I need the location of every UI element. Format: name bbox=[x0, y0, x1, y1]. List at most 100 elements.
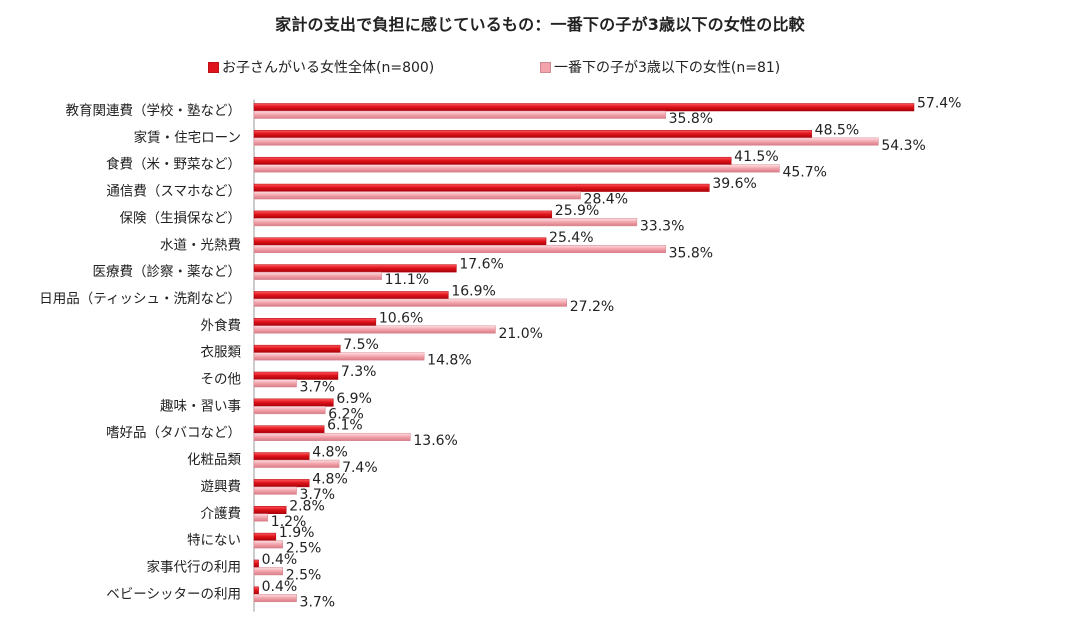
data-label-series-1: 6.9% bbox=[336, 391, 372, 407]
data-label-series-2: 28.4% bbox=[584, 192, 628, 208]
bar-series-1 bbox=[253, 291, 449, 300]
bar-series-1 bbox=[253, 452, 310, 461]
bar-series-1 bbox=[253, 318, 377, 327]
data-label-series-2: 21.0% bbox=[498, 326, 542, 342]
legend-item-all-women: お子さんがいる女性全体(n=800) bbox=[208, 57, 434, 77]
category-label: 日用品（ティッシュ・洗剤など） bbox=[39, 291, 241, 307]
data-label-series-1: 25.9% bbox=[555, 203, 599, 219]
category-label: 家賃・住宅ローン bbox=[134, 129, 241, 146]
data-label-series-2: 27.2% bbox=[570, 299, 614, 315]
legend-label-series-2: 一番下の子が3歳以下の女性(n=81) bbox=[554, 60, 781, 76]
category-label: 外食費 bbox=[201, 317, 242, 334]
bar-series-1 bbox=[253, 183, 710, 192]
data-label-series-1: 4.8% bbox=[312, 445, 348, 461]
bar-series-2 bbox=[253, 245, 666, 253]
bar-series-2 bbox=[253, 298, 568, 307]
bar-series-1 bbox=[253, 210, 553, 219]
data-label-series-2: 6.2% bbox=[328, 406, 364, 422]
data-label-series-2: 2.5% bbox=[286, 567, 322, 583]
data-label-series-2: 2.5% bbox=[286, 541, 322, 557]
category-label: 特にない bbox=[187, 533, 241, 549]
data-label-series-2: 14.8% bbox=[427, 353, 471, 369]
category-label: 保険（生損保など） bbox=[120, 210, 242, 226]
bar-series-1 bbox=[253, 156, 732, 165]
bar-series-1 bbox=[253, 479, 310, 488]
bar-series-2 bbox=[253, 191, 581, 200]
category-label: 化粧品類 bbox=[187, 452, 241, 468]
bar-series-2 bbox=[253, 379, 297, 388]
category-label: ベビーシッターの利用 bbox=[106, 586, 241, 602]
chart-title: 家計の支出で負担に感じているもの：一番下の子が3歳以下の女性の比較 bbox=[275, 15, 805, 34]
legend-label-series-1: お子さんがいる女性全体(n=800) bbox=[222, 60, 435, 76]
bar-series-1 bbox=[253, 532, 277, 541]
bar-series-2 bbox=[253, 164, 780, 173]
bar-series-2 bbox=[253, 110, 666, 119]
data-label-series-2: 13.6% bbox=[413, 433, 457, 449]
bar-series-2 bbox=[253, 486, 297, 495]
category-label: その他 bbox=[201, 372, 242, 388]
bar-series-1 bbox=[253, 586, 259, 595]
category-label: 水道・光熱費 bbox=[160, 237, 241, 253]
data-label-series-1: 7.5% bbox=[343, 337, 379, 353]
legend-swatch-series-2 bbox=[540, 61, 551, 73]
data-label-series-2: 35.8% bbox=[669, 111, 713, 127]
bar-series-2 bbox=[253, 406, 326, 415]
category-label: 医療費（診察・薬など） bbox=[93, 263, 242, 280]
bar-series-1 bbox=[253, 130, 812, 139]
legend-item-under3-women: 一番下の子が3歳以下の女性(n=81) bbox=[540, 57, 780, 77]
data-label-series-1: 39.6% bbox=[712, 176, 756, 192]
data-label-series-1: 7.3% bbox=[341, 364, 377, 380]
data-label-series-1: 17.6% bbox=[459, 257, 503, 273]
bar-series-2 bbox=[253, 540, 283, 549]
data-label-series-1: 48.5% bbox=[815, 122, 859, 138]
data-label-series-1: 2.8% bbox=[289, 498, 325, 514]
data-label-series-2: 1.2% bbox=[271, 514, 307, 530]
data-label-series-2: 7.4% bbox=[342, 460, 378, 476]
legend-swatch-series-1 bbox=[208, 61, 219, 73]
category-label: 衣服類 bbox=[201, 345, 242, 361]
category-label: 通信費（スマホなど） bbox=[106, 184, 241, 200]
bar-series-1 bbox=[253, 506, 287, 514]
data-label-series-2: 11.1% bbox=[385, 272, 429, 288]
bar-series-2 bbox=[253, 513, 269, 522]
bar-series-2 bbox=[253, 271, 382, 280]
category-label: 嗜好品（タバコなど） bbox=[106, 425, 241, 441]
data-label-series-1: 10.6% bbox=[379, 310, 423, 326]
data-label-series-2: 3.7% bbox=[300, 487, 336, 503]
data-label-series-1: 0.4% bbox=[262, 552, 298, 568]
bar-series-2 bbox=[253, 218, 638, 227]
data-label-series-2: 35.8% bbox=[669, 245, 713, 261]
bar-series-1 bbox=[253, 425, 325, 434]
data-label-series-2: 45.7% bbox=[782, 165, 826, 181]
bar-series-2 bbox=[253, 137, 879, 146]
bar-series-2 bbox=[253, 325, 496, 334]
data-label-series-1: 41.5% bbox=[734, 149, 778, 165]
bar-series-2 bbox=[253, 567, 283, 576]
bar-series-2 bbox=[253, 459, 340, 468]
bar-series-2 bbox=[253, 432, 411, 441]
bar-series-1 bbox=[253, 103, 915, 112]
category-label: 教育関連費（学校・塾など） bbox=[66, 102, 242, 119]
data-label-series-1: 57.4% bbox=[917, 96, 961, 112]
data-label-series-2: 54.3% bbox=[881, 138, 925, 154]
data-label-series-2: 3.7% bbox=[300, 380, 336, 396]
category-label: 食費（米・野菜など） bbox=[106, 156, 241, 173]
category-label: 趣味・習い事 bbox=[160, 398, 241, 414]
bar-series-1 bbox=[253, 398, 334, 407]
bar-series-1 bbox=[253, 344, 341, 353]
bar-series-1 bbox=[253, 264, 457, 273]
category-label: 介護費 bbox=[201, 506, 242, 522]
bar-series-1 bbox=[253, 237, 547, 246]
data-label-series-1: 0.4% bbox=[262, 579, 298, 595]
category-label: 遊興費 bbox=[201, 479, 242, 495]
bar-series-1 bbox=[253, 559, 259, 568]
bar-series-2 bbox=[253, 352, 425, 361]
data-label-series-1: 25.4% bbox=[549, 230, 593, 246]
category-label: 家事代行の利用 bbox=[147, 558, 242, 575]
bar-series-1 bbox=[253, 371, 339, 380]
data-label-series-1: 4.8% bbox=[312, 471, 348, 487]
data-label-series-1: 6.1% bbox=[327, 418, 363, 434]
data-label-series-1: 16.9% bbox=[451, 283, 495, 299]
data-label-series-2: 3.7% bbox=[300, 594, 336, 610]
